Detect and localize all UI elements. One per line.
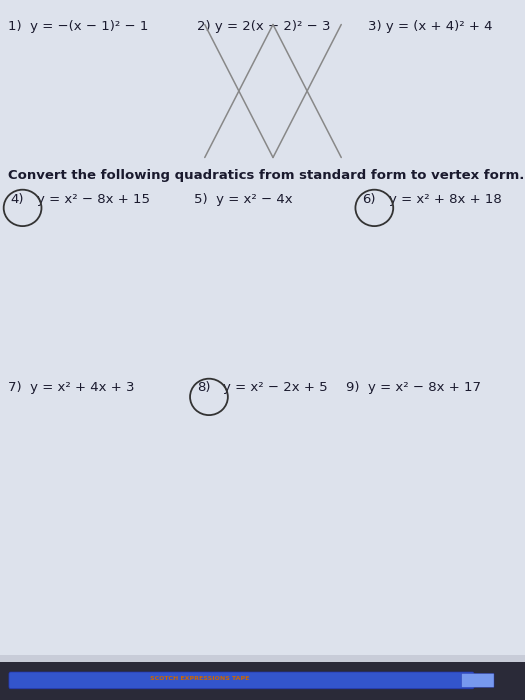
- Text: 6): 6): [362, 193, 376, 206]
- Text: 7)  y = x² + 4x + 3: 7) y = x² + 4x + 3: [8, 382, 134, 395]
- Text: y = x² − 2x + 5: y = x² − 2x + 5: [223, 382, 328, 395]
- Text: y = x² + 8x + 18: y = x² + 8x + 18: [388, 193, 501, 206]
- Text: 8): 8): [197, 382, 211, 395]
- Text: 3) y = (x + 4)² + 4: 3) y = (x + 4)² + 4: [368, 20, 492, 33]
- FancyBboxPatch shape: [0, 662, 525, 700]
- Text: 4): 4): [10, 193, 24, 206]
- Text: 9)  y = x² − 8x + 17: 9) y = x² − 8x + 17: [346, 382, 481, 395]
- FancyBboxPatch shape: [9, 672, 474, 689]
- Text: 1)  y = −(x − 1)² − 1: 1) y = −(x − 1)² − 1: [8, 20, 148, 33]
- Text: SCOTCH EXPRESSIONS TAPE: SCOTCH EXPRESSIONS TAPE: [150, 676, 249, 682]
- Text: 5)  y = x² − 4x: 5) y = x² − 4x: [194, 193, 293, 206]
- Text: Convert the following quadratics from standard form to vertex form.: Convert the following quadratics from st…: [8, 169, 524, 183]
- Text: y = x² − 8x + 15: y = x² − 8x + 15: [37, 193, 150, 206]
- Text: 2) y = 2(x − 2)² − 3: 2) y = 2(x − 2)² − 3: [197, 20, 330, 33]
- FancyBboxPatch shape: [0, 654, 525, 665]
- FancyBboxPatch shape: [461, 673, 494, 687]
